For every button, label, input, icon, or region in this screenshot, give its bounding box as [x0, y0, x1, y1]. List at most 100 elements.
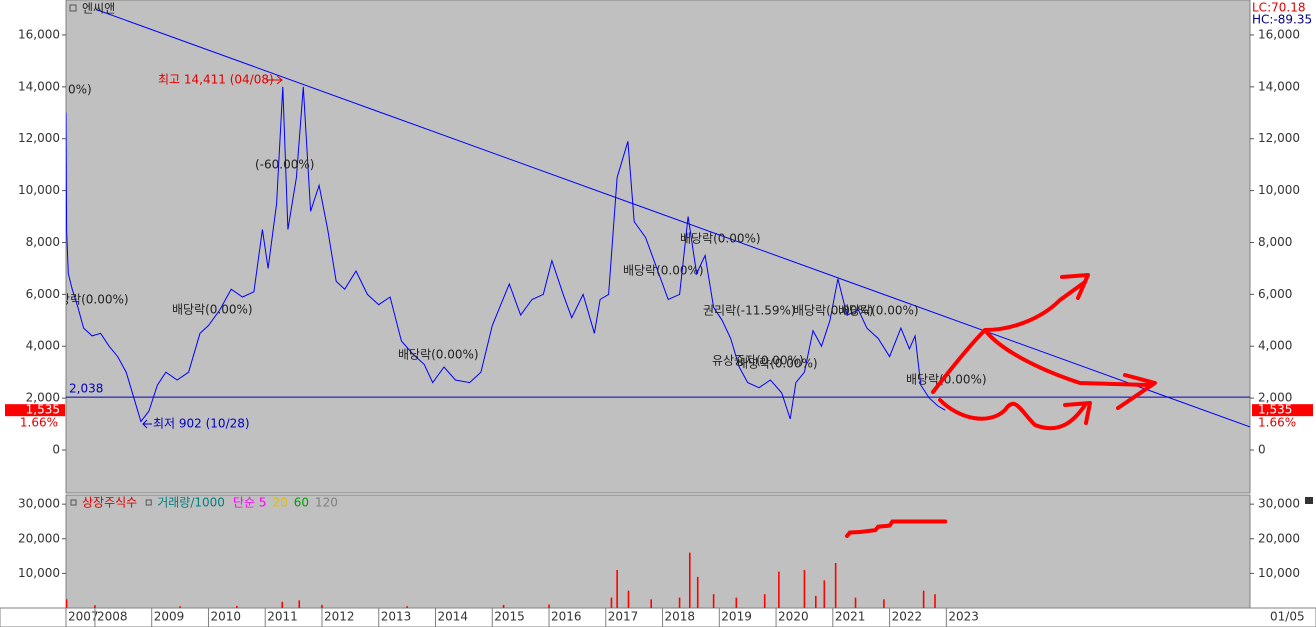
x-tick-label: 2011: [267, 610, 298, 624]
volume-bar: [883, 599, 885, 608]
x-tick-label: 2008: [97, 610, 128, 624]
volume-bar: [502, 604, 505, 608]
price-plot: 2,038 최고 14,411 (04/08) 최저 902 (10/28) (-60…: [48, 9, 1250, 431]
volume-bar: [236, 605, 238, 608]
legend-label: 20: [272, 496, 287, 510]
annotation: 배당락(0.00%): [623, 264, 704, 278]
arrow-wave: [938, 398, 1087, 431]
legend-label: 단순 5: [233, 496, 267, 510]
volume-bar: [814, 595, 817, 608]
y-tick-label-right: 4,000: [1258, 339, 1292, 353]
y-tick-label-right: 16,000: [1258, 27, 1300, 41]
y-tick-label: 10,000: [18, 183, 60, 197]
x-tick-label: 2007: [68, 610, 99, 624]
x-tick-label: 2010: [210, 610, 241, 624]
y-tick-label: 8,000: [26, 235, 60, 249]
volume-bar: [94, 605, 96, 608]
annotation: 배당락(0.00%): [48, 293, 129, 307]
annotation: 배당락(0.00%): [172, 303, 253, 317]
volume-bar: [803, 569, 806, 608]
volume-bar: [281, 601, 284, 608]
y-tick-label-right: 8,000: [1258, 235, 1292, 249]
x-tick-label: 2020: [778, 610, 809, 624]
annotation: 배당락(0.00%): [398, 348, 479, 362]
annotation: 배당락(0.00%): [793, 304, 874, 318]
x-tick-label: 2021: [835, 610, 866, 624]
x-tick-label: 2014: [438, 610, 469, 624]
volume-bar: [66, 599, 68, 608]
arrow-side: [983, 328, 1152, 387]
vol-y-tick-label: 20,000: [18, 531, 60, 545]
legend-label: 120: [315, 496, 338, 510]
legend-icon: [70, 499, 77, 506]
volume-bar: [696, 576, 699, 608]
vol-y-tick-label-right: 10,000: [1258, 566, 1300, 580]
x-tick-label: 2009: [154, 610, 185, 624]
price-line-series: [66, 86, 946, 423]
annotation-arrow: [142, 419, 152, 429]
annotation: 권리락(-11.59%): [703, 304, 796, 318]
y-tick-label: 12,000: [18, 131, 60, 145]
y-tick-label-right: 0: [1258, 442, 1266, 456]
x-tick-label: 2012: [324, 610, 355, 624]
last-price-label: 1,535: [26, 403, 60, 417]
date-label: 01/05: [1270, 610, 1305, 624]
last-price-box: [5, 404, 65, 417]
y-tick-label: 0: [52, 442, 60, 456]
volume-plot: [66, 519, 948, 608]
close-icon[interactable]: [1305, 497, 1313, 504]
x-tick-label: 2019: [721, 610, 752, 624]
y-tick-label-right: 2,000: [1258, 391, 1292, 405]
volume-bar: [321, 604, 323, 608]
x-tick-label: 2022: [892, 610, 923, 624]
lc-label: LC:70.18: [1252, 1, 1305, 15]
y-tick-label: 4,000: [26, 339, 60, 353]
legend-label: 상장주식수: [82, 496, 137, 510]
volume-bar: [179, 606, 181, 608]
volume-bar: [778, 571, 780, 608]
annotation: 0%): [68, 83, 92, 97]
price-line-label: 2,038: [69, 382, 103, 396]
vol-y-tick-label: 10,000: [18, 566, 60, 580]
volume-bar: [406, 606, 408, 608]
x-tick-label: 2017: [608, 610, 639, 624]
x-tick-label: 2023: [948, 610, 979, 624]
last-price-box: [1252, 404, 1313, 417]
volume-panel: [65, 494, 1251, 609]
arrow-head: [1116, 373, 1157, 410]
vol-y-tick-label: 30,000: [18, 497, 60, 511]
annotation: 최저 902 (10/28): [153, 417, 250, 431]
volume-bar: [548, 604, 550, 608]
volume-bar: [934, 594, 936, 608]
hc-label: HC:-89.35: [1252, 13, 1312, 27]
annotation: 배당락(0.00%): [737, 357, 818, 371]
volume-bar: [712, 594, 715, 608]
vol-y-tick-label-right: 20,000: [1258, 531, 1300, 545]
last-price-label: 1,535: [1258, 403, 1292, 417]
volume-bar: [298, 600, 301, 608]
legend-label: 60: [294, 496, 309, 510]
change-label: 1.66%: [20, 416, 58, 430]
y-tick-label: 14,000: [18, 79, 60, 93]
x-tick-label: 2015: [494, 610, 525, 624]
volume-bar: [735, 597, 738, 608]
annotation: 유상증자(0.00%): [712, 354, 804, 368]
legend-label: 거래량/1000: [157, 496, 225, 510]
volume-bar: [922, 590, 925, 608]
volume-bar: [678, 597, 681, 608]
y-tick-label-right: 6,000: [1258, 287, 1292, 301]
change-label: 1.66%: [1258, 416, 1296, 430]
hand-drawn-arrows: [931, 273, 1157, 431]
volume-bar: [823, 580, 826, 608]
y-tick-label: 6,000: [26, 287, 60, 301]
y-tick-label: 16,000: [18, 27, 60, 41]
volume-bar: [834, 563, 837, 608]
stock-name: 엔씨앤: [82, 2, 115, 16]
y-tick-label-right: 10,000: [1258, 183, 1300, 197]
volume-bar: [650, 599, 652, 608]
x-tick-label: 2018: [665, 610, 696, 624]
volume-bar: [688, 552, 691, 608]
x-axis-bar: [0, 607, 1316, 627]
